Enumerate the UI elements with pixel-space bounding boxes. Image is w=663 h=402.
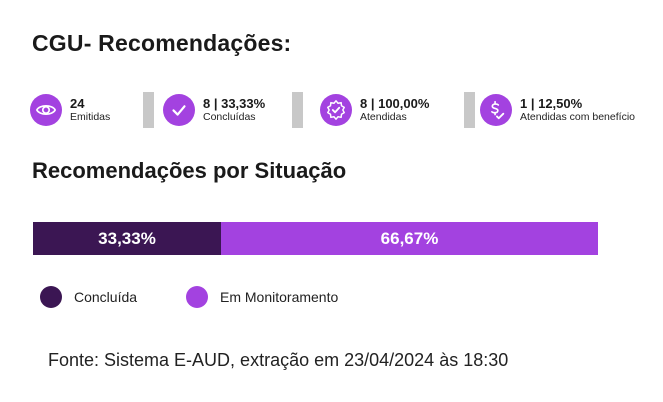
kpi-value: 1 | 12,50%	[520, 95, 583, 111]
legend-swatch	[40, 286, 62, 308]
eye-icon	[30, 94, 62, 126]
kpi-emitidas: 24 Emitidas	[30, 90, 110, 130]
check-circle-icon	[163, 94, 195, 126]
chart-title: Recomendações por Situação	[32, 158, 347, 183]
legend-label: Em Monitoramento	[220, 289, 339, 305]
kpi-row: 24 Emitidas 8 | 33,33% Concluídas 8 | 10…	[30, 90, 650, 130]
kpi-label: Emitidas	[70, 111, 111, 124]
page-title: CGU- Recomendações:	[32, 30, 292, 56]
dollar-check-icon	[480, 94, 512, 126]
kpi-concluidas: 8 | 33,33% Concluídas	[163, 90, 265, 130]
legend-item: Concluída	[40, 286, 137, 308]
bar-segment-em-monitoramento: 66,67%	[221, 222, 598, 255]
stacked-bar: 33,33% 66,67%	[33, 222, 598, 255]
kpi-separator	[143, 92, 154, 128]
legend-swatch	[186, 286, 208, 308]
source-note: Fonte: Sistema E-AUD, extração em 23/04/…	[48, 350, 509, 370]
data-label: 33,33%	[98, 228, 156, 248]
bar-segment-concluida: 33,33%	[33, 222, 221, 255]
kpi-atendidas-com-beneficio: 1 | 12,50% Atendidas com benefício	[480, 90, 635, 130]
legend-item: Em Monitoramento	[186, 286, 338, 308]
kpi-atendidas: 8 | 100,00% Atendidas	[320, 90, 429, 130]
kpi-label: Atendidas com benefício	[520, 111, 635, 124]
kpi-value: 24	[70, 95, 85, 111]
kpi-label: Atendidas	[360, 111, 407, 124]
badge-check-icon	[320, 94, 352, 126]
kpi-separator	[292, 92, 303, 128]
kpi-value: 8 | 33,33%	[203, 95, 266, 111]
kpi-value: 8 | 100,00%	[360, 95, 430, 111]
kpi-separator	[464, 92, 475, 128]
kpi-label: Concluídas	[203, 111, 256, 124]
data-label: 66,67%	[380, 228, 439, 248]
legend-label: Concluída	[74, 289, 138, 305]
